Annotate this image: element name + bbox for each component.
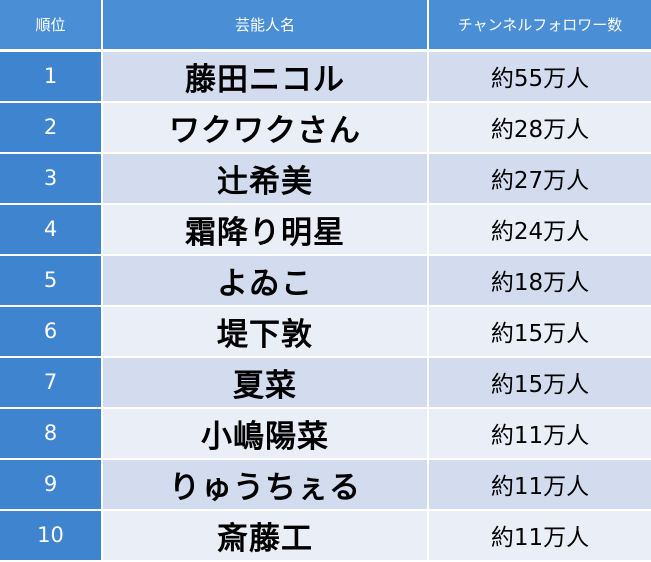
table-header: 順位 芸能人名 チャンネルフォロワー数	[0, 0, 651, 52]
follower-count-cell: 約11万人	[428, 458, 651, 511]
table-row: 9 りゅうちぇる 約11万人	[0, 458, 651, 511]
header-followers: チャンネルフォロワー数	[428, 0, 651, 52]
celebrity-name-cell: 霜降り明星	[102, 203, 429, 256]
table-row: 8 小嶋陽菜 約11万人	[0, 407, 651, 460]
rank-cell: 2	[0, 101, 103, 154]
rank-cell: 8	[0, 407, 103, 460]
celebrity-name-cell: 辻希美	[102, 152, 429, 205]
follower-count-cell: 約15万人	[428, 356, 651, 409]
rank-cell: 6	[0, 305, 103, 358]
table-row: 4 霜降り明星 約24万人	[0, 203, 651, 256]
rank-cell: 7	[0, 356, 103, 409]
celebrity-name-cell: 夏菜	[102, 356, 429, 409]
table-body: 1 藤田ニコル 約55万人 2 ワクワクさん 約28万人 3 辻希美 約27万人…	[0, 50, 651, 562]
celebrity-name-cell: よゐこ	[102, 254, 429, 307]
rank-cell: 9	[0, 458, 103, 511]
rank-cell: 3	[0, 152, 103, 205]
table-row: 5 よゐこ 約18万人	[0, 254, 651, 307]
follower-count-cell: 約27万人	[428, 152, 651, 205]
follower-count-cell: 約11万人	[428, 407, 651, 460]
celebrity-name-cell: 堤下敦	[102, 305, 429, 358]
celebrity-name-cell: りゅうちぇる	[102, 458, 429, 511]
follower-count-cell: 約28万人	[428, 101, 651, 154]
follower-count-cell: 約15万人	[428, 305, 651, 358]
rank-cell: 5	[0, 254, 103, 307]
celebrity-name-cell: 小嶋陽菜	[102, 407, 429, 460]
celebrity-name-cell: ワクワクさん	[102, 101, 429, 154]
rank-cell: 1	[0, 50, 103, 103]
table-row: 6 堤下敦 約15万人	[0, 305, 651, 358]
header-row: 順位 芸能人名 チャンネルフォロワー数	[0, 0, 651, 52]
table-row: 7 夏菜 約15万人	[0, 356, 651, 409]
follower-count-cell: 約18万人	[428, 254, 651, 307]
rank-cell: 4	[0, 203, 103, 256]
header-name: 芸能人名	[102, 0, 429, 52]
header-rank: 順位	[0, 0, 103, 52]
table-row: 2 ワクワクさん 約28万人	[0, 101, 651, 154]
table-row: 1 藤田ニコル 約55万人	[0, 50, 651, 103]
celebrity-name-cell: 藤田ニコル	[102, 50, 429, 103]
table-row: 3 辻希美 約27万人	[0, 152, 651, 205]
follower-count-cell: 約24万人	[428, 203, 651, 256]
follower-count-cell: 約55万人	[428, 50, 651, 103]
